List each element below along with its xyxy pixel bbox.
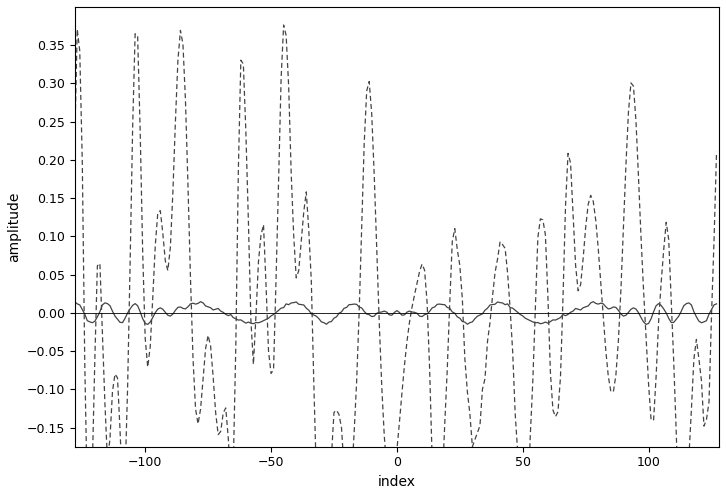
X-axis label: index: index: [378, 475, 416, 489]
Y-axis label: amplitude: amplitude: [7, 191, 21, 262]
